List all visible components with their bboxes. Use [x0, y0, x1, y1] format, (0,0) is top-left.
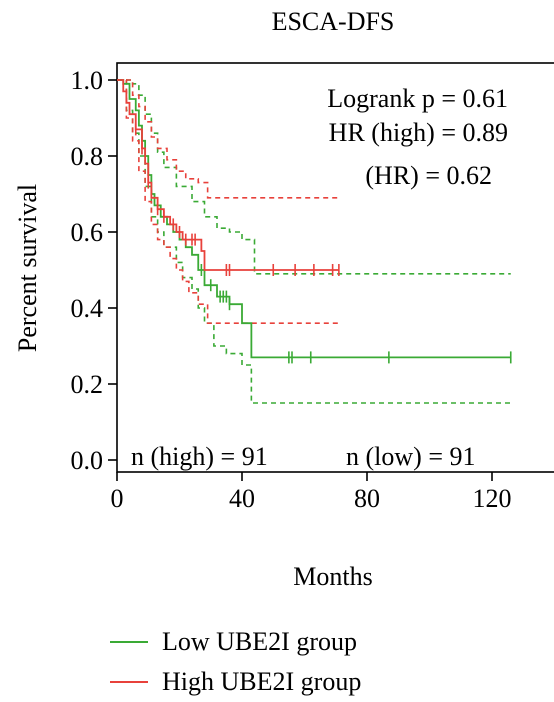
y-tick-label: 0.4 [71, 294, 104, 323]
y-tick-label: 0.6 [71, 218, 104, 247]
censor-marks [134, 123, 512, 364]
hr-p-annotation: (HR) = 0.62 [365, 161, 492, 190]
low-ci-lower-line [117, 79, 511, 404]
legend-low-swatch [110, 641, 148, 643]
x-tick-label: 40 [229, 484, 255, 513]
y-tick-label: 0.8 [71, 142, 104, 171]
x-axis: 0 40 80 120 [111, 472, 512, 513]
legend-low: Low UBE2I group [110, 622, 357, 662]
low-survival-curve [117, 79, 511, 359]
y-axis: 0.0 0.2 0.4 0.6 0.8 1.0 [71, 66, 117, 475]
survival-chart: ESCA-DFS 0.0 0.2 0.4 0.6 0.8 1.0 0 40 80 120 Log… [13, 7, 554, 591]
logrank-annotation: Logrank p = 0.61 [327, 84, 508, 113]
high-ci-lower-line [117, 79, 339, 324]
hr-annotation: HR (high) = 0.89 [329, 118, 508, 147]
legend-high: High UBE2I group [110, 662, 361, 702]
y-tick-label: 0.0 [71, 446, 104, 475]
legend-high-swatch [110, 681, 148, 683]
x-axis-label: Months [293, 562, 372, 591]
n-low-annotation: n (low) = 91 [346, 442, 475, 471]
x-tick-label: 120 [473, 484, 512, 513]
chart-title: ESCA-DFS [272, 7, 395, 36]
n-high-annotation: n (high) = 91 [131, 442, 268, 471]
legend-low-label: Low UBE2I group [162, 627, 357, 656]
y-tick-label: 1.0 [71, 66, 104, 95]
y-tick-label: 0.2 [71, 370, 104, 399]
plot-frame [116, 62, 554, 473]
y-axis-label: Percent survival [13, 184, 42, 352]
high-ci-upper-line [117, 79, 339, 199]
confidence-intervals [117, 79, 511, 404]
legend-high-label: High UBE2I group [162, 667, 362, 696]
x-tick-label: 80 [354, 484, 380, 513]
x-tick-label: 0 [111, 484, 124, 513]
